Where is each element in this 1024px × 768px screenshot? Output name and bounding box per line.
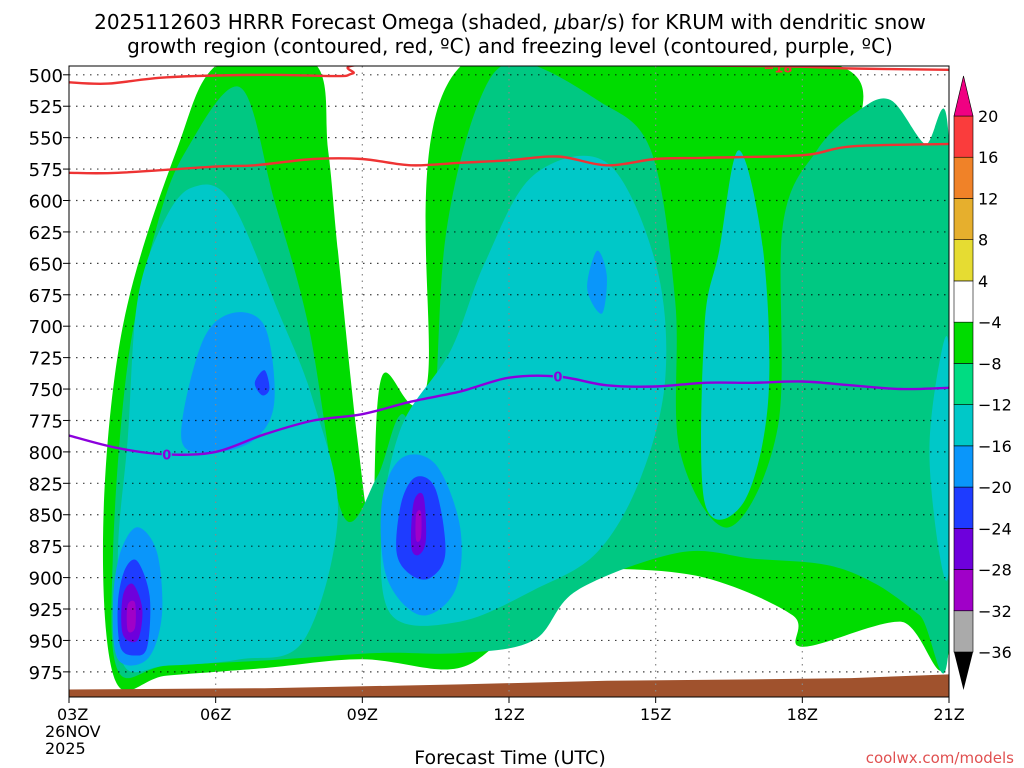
colorbar-label-8: −16 — [978, 437, 1012, 456]
contour-lines: −18 0 0 — [69, 61, 949, 463]
y-tick-label-500: 500 — [29, 66, 63, 87]
colorbar-segment-12 — [953, 156, 974, 199]
dgz-top-contour — [69, 66, 949, 85]
y-tick-label-575: 575 — [29, 160, 63, 181]
x-tick-label-09Z: 09Z — [347, 705, 378, 724]
plot-gridlines — [69, 66, 949, 697]
colorbar-segment-6 — [953, 404, 974, 447]
x-axis-label: Forecast Time (UTC) — [414, 747, 605, 768]
colorbar-segment-4 — [953, 486, 974, 529]
colorbar-label-10: −24 — [978, 519, 1012, 538]
x-date-label-1: 2025 — [45, 739, 86, 758]
chart-title-line1: 2025112603 HRRR Forecast Omega (shaded, … — [94, 10, 926, 34]
terrain-ground — [69, 674, 949, 697]
colorbar-label-11: −28 — [978, 561, 1012, 580]
x-tick-label-18Z: 18Z — [787, 705, 818, 724]
y-tick-label-875: 875 — [29, 537, 63, 558]
y-tick-label-825: 825 — [29, 474, 63, 495]
freezing-label-0: 0 — [162, 448, 171, 463]
colorbar-label-5: −4 — [978, 313, 1002, 332]
y-tick-label-975: 975 — [29, 663, 63, 684]
x-tick-label-21Z: 21Z — [933, 705, 964, 724]
x-date-label-0: 26NOV — [45, 722, 101, 741]
colorbar-segment-11 — [953, 198, 974, 240]
y-tick-label-900: 900 — [29, 569, 63, 590]
colorbar-segment-14 — [953, 75, 974, 117]
colorbar-segment-2 — [953, 569, 974, 612]
y-tick-label-800: 800 — [29, 443, 63, 464]
omega-le-minus28 — [126, 600, 136, 633]
chart-title-line2: growth region (contoured, red, ºC) and f… — [127, 34, 893, 58]
freezing-label-1: 0 — [553, 370, 562, 385]
omega-le-minus16-d — [587, 250, 607, 314]
colorbar-label-7: −12 — [978, 396, 1012, 415]
colorbar-segment-10 — [953, 239, 974, 282]
y-tick-label-925: 925 — [29, 600, 63, 621]
x-tick-label-03Z: 03Z — [57, 705, 88, 724]
y-tick-label-700: 700 — [29, 317, 63, 338]
colorbar-label-6: −8 — [978, 354, 1002, 373]
x-tick-label-06Z: 06Z — [200, 705, 231, 724]
y-tick-label-950: 950 — [29, 631, 63, 652]
dgz-bottom-contour — [69, 142, 949, 175]
omega-le-minus12-d — [929, 335, 949, 581]
colorbar-segment-13 — [953, 115, 974, 158]
dgz-top-contour-label: −18 — [763, 61, 792, 76]
colorbar-label-9: −20 — [978, 478, 1012, 497]
colorbar-segment-1 — [953, 610, 974, 653]
y-tick-label-675: 675 — [29, 286, 63, 307]
y-tick-label-725: 725 — [29, 349, 63, 370]
y-tick-label-850: 850 — [29, 506, 63, 527]
y-axis: 500 525 550 575 600 625 650 675 700 725 750 775 800 8… — [29, 66, 69, 684]
colorbar-segment-5 — [953, 445, 974, 488]
colorbar-segment-7 — [953, 363, 974, 405]
colorbar-segment-9 — [953, 280, 974, 323]
y-tick-label-650: 650 — [29, 254, 63, 275]
omega-le-minus12-c — [701, 150, 770, 520]
y-tick-label-625: 625 — [29, 223, 63, 244]
credit-text: coolwx.com/models — [866, 749, 1014, 767]
colorbar-label-1: 16 — [978, 148, 998, 167]
freezing-label-bg-0 — [161, 446, 172, 462]
colorbar: 20 16 12 8 4 −4 −8 −12 −16 −20 −24 −28 −32 −36 — [953, 75, 1012, 690]
y-tick-label-525: 525 — [29, 97, 63, 118]
colorbar-label-0: 20 — [978, 107, 998, 126]
colorbar-segment-0 — [954, 652, 973, 690]
freezing-label-bg-1 — [552, 368, 563, 384]
colorbar-segment-8 — [953, 321, 974, 364]
y-tick-label-550: 550 — [29, 129, 63, 150]
omega-shaded-fields — [69, 66, 949, 697]
omega-le-minus16-b — [181, 312, 275, 453]
colorbar-label-13: −36 — [978, 643, 1012, 662]
y-tick-label-750: 750 — [29, 380, 63, 401]
colorbar-label-3: 8 — [978, 231, 988, 250]
colorbar-label-2: 12 — [978, 189, 998, 208]
colorbar-label-12: −32 — [978, 602, 1012, 621]
x-tick-label-12Z: 12Z — [493, 705, 524, 724]
x-tick-label-15Z: 15Z — [640, 705, 671, 724]
omega-le-minus28-b — [415, 510, 422, 542]
freezing-level-contour — [69, 374, 949, 456]
colorbar-label-4: 4 — [978, 272, 988, 291]
y-tick-label-600: 600 — [29, 191, 63, 212]
y-tick-label-775: 775 — [29, 411, 63, 432]
colorbar-segment-3 — [953, 528, 974, 570]
